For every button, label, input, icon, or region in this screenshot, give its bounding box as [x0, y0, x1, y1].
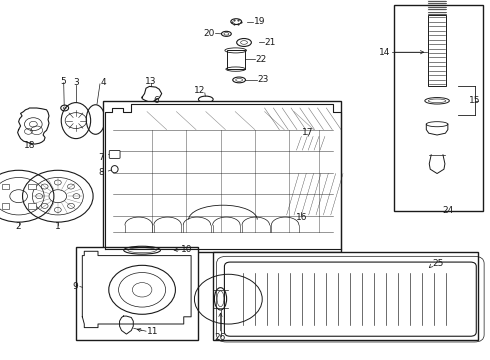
Bar [213, 252, 478, 340]
Text: 19: 19 [254, 17, 265, 26]
Bar [28, 203, 36, 209]
Text: 25: 25 [433, 259, 444, 268]
Text: 14: 14 [379, 48, 391, 57]
Bar [76, 247, 198, 340]
Text: 1: 1 [55, 222, 61, 231]
Text: 8: 8 [98, 167, 104, 176]
Bar [28, 184, 36, 189]
Text: 21: 21 [265, 38, 276, 47]
Text: 13: 13 [145, 77, 157, 85]
FancyBboxPatch shape [109, 150, 120, 158]
FancyBboxPatch shape [224, 262, 476, 336]
Text: 26: 26 [215, 333, 226, 342]
Text: 9: 9 [73, 282, 78, 291]
Text: 2: 2 [16, 222, 22, 231]
Text: 16: 16 [295, 213, 307, 222]
Text: 17: 17 [302, 128, 314, 137]
Bar [394, 5, 483, 211]
Text: 12: 12 [194, 86, 206, 95]
Bar [1, 203, 9, 209]
Text: 10: 10 [181, 245, 193, 254]
Bar [428, 15, 446, 86]
Text: 6: 6 [153, 95, 159, 104]
Text: 18: 18 [24, 141, 35, 150]
Text: 5: 5 [60, 77, 66, 85]
Text: 22: 22 [256, 55, 267, 64]
Bar [227, 50, 245, 69]
Bar [103, 101, 341, 252]
Text: 20: 20 [203, 29, 215, 37]
Text: 23: 23 [257, 76, 269, 85]
Text: 15: 15 [469, 96, 480, 105]
Text: 7: 7 [98, 153, 104, 162]
Bar [1, 184, 9, 189]
Text: 4: 4 [100, 78, 106, 87]
Text: 3: 3 [73, 78, 79, 87]
Text: 11: 11 [147, 328, 158, 336]
Text: 24: 24 [442, 206, 454, 215]
